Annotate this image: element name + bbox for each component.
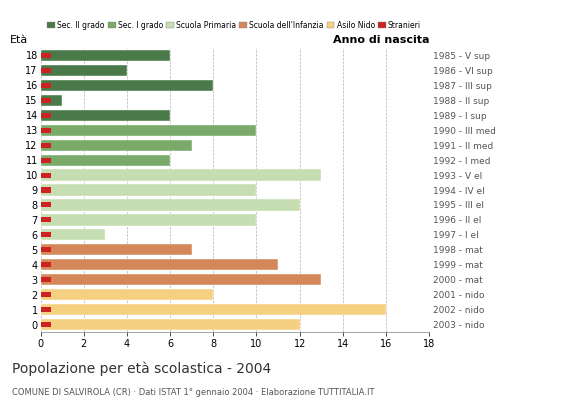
Bar: [41, 199, 300, 210]
Bar: [41, 143, 50, 148]
Bar: [41, 322, 50, 327]
Legend: Sec. II grado, Sec. I grado, Scuola Primaria, Scuola dell'Infanzia, Asilo Nido, : Sec. II grado, Sec. I grado, Scuola Prim…: [45, 18, 424, 33]
Bar: [41, 110, 170, 121]
Bar: [41, 50, 170, 61]
Bar: [41, 80, 213, 91]
Bar: [41, 229, 106, 240]
Bar: [41, 83, 50, 88]
Text: Età: Età: [9, 35, 28, 45]
Bar: [41, 247, 50, 252]
Bar: [41, 68, 50, 73]
Bar: [41, 95, 62, 106]
Bar: [41, 244, 192, 255]
Bar: [41, 304, 386, 315]
Text: Popolazione per età scolastica - 2004: Popolazione per età scolastica - 2004: [12, 362, 271, 376]
Bar: [41, 214, 256, 226]
Bar: [41, 292, 50, 297]
Bar: [41, 232, 50, 237]
Bar: [41, 140, 192, 151]
Bar: [41, 262, 50, 267]
Bar: [41, 202, 50, 208]
Bar: [41, 154, 170, 166]
Bar: [41, 307, 50, 312]
Text: COMUNE DI SALVIROLA (CR) · Dati ISTAT 1° gennaio 2004 · Elaborazione TUTTITALIA.: COMUNE DI SALVIROLA (CR) · Dati ISTAT 1°…: [12, 388, 374, 397]
Bar: [41, 158, 50, 163]
Bar: [41, 259, 278, 270]
Bar: [41, 53, 50, 58]
Bar: [41, 184, 256, 196]
Bar: [41, 170, 321, 181]
Bar: [41, 128, 50, 133]
Bar: [41, 65, 127, 76]
Bar: [41, 277, 50, 282]
Bar: [41, 125, 256, 136]
Text: Anno di nascita: Anno di nascita: [333, 35, 429, 45]
Bar: [41, 274, 321, 285]
Bar: [41, 113, 50, 118]
Bar: [41, 217, 50, 222]
Bar: [41, 289, 213, 300]
Bar: [41, 188, 50, 192]
Bar: [41, 319, 300, 330]
Bar: [41, 98, 50, 103]
Bar: [41, 172, 50, 178]
